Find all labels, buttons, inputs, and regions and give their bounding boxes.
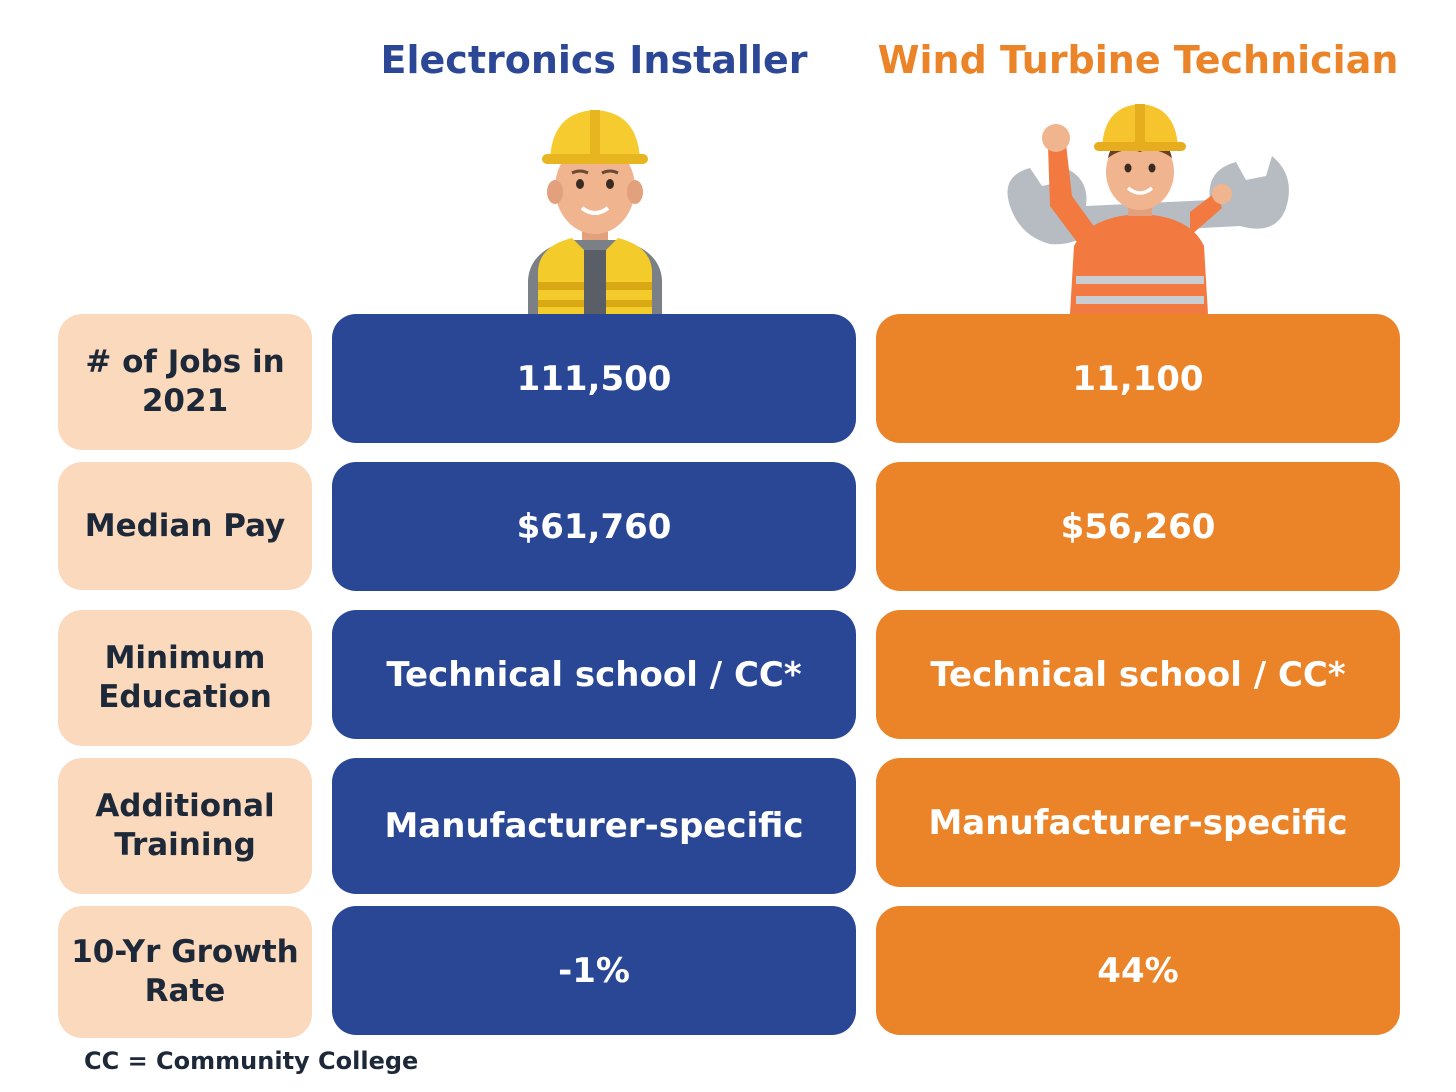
wind-turbine-technician-education-value: Technical school / CC* xyxy=(876,610,1400,739)
row-label-jobs-2021: # of Jobs in 2021 xyxy=(58,314,312,450)
electronics-installer-jobs-value: 111,500 xyxy=(332,314,856,443)
wind-turbine-technician-jobs-value: 11,100 xyxy=(876,314,1400,443)
electronics-installer-growth-value: -1% xyxy=(332,906,856,1035)
electronics-installer-training-value: Manufacturer-specific xyxy=(332,758,856,894)
wind-turbine-technician-growth-value: 44% xyxy=(876,906,1400,1035)
column-header-wind-turbine-technician: Wind Turbine Technician xyxy=(877,38,1399,82)
wind-turbine-technician-training-value: Manufacturer-specific xyxy=(876,758,1400,887)
row-label-median-pay: Median Pay xyxy=(58,462,312,590)
technician-with-wrench-icon xyxy=(1007,104,1289,314)
electronics-installer-education-value: Technical school / CC* xyxy=(332,610,856,739)
wind-turbine-technician-median-pay-value: $56,260 xyxy=(876,462,1400,591)
construction-worker-icon xyxy=(528,110,662,314)
footnote: CC = Community College xyxy=(84,1047,419,1075)
row-label-minimum-education: Minimum Education xyxy=(58,610,312,746)
electronics-installer-median-pay-value: $61,760 xyxy=(332,462,856,591)
row-label-growth-rate: 10-Yr Growth Rate xyxy=(58,906,312,1038)
row-label-additional-training: Additional Training xyxy=(58,758,312,894)
column-header-electronics-installer: Electronics Installer xyxy=(380,38,808,82)
